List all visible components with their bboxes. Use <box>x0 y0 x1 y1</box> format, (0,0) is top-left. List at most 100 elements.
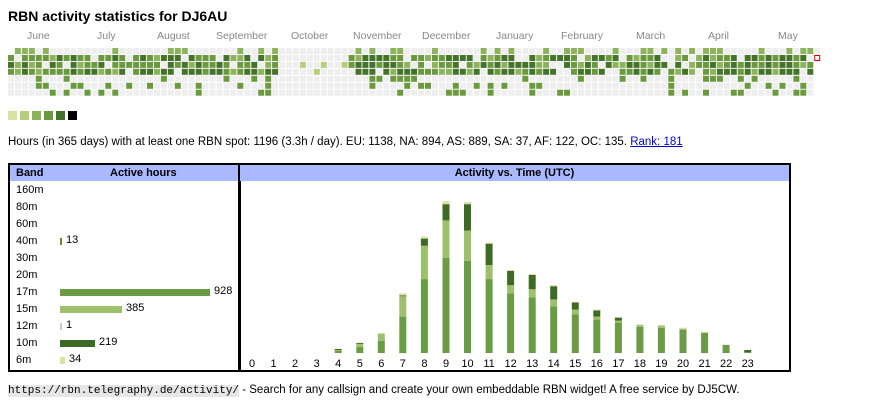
time-bar-15m <box>399 296 407 317</box>
heatmap-cell <box>160 68 167 75</box>
heatmap-cell <box>56 48 63 54</box>
heatmap-cell <box>466 82 473 89</box>
time-bar-17m <box>701 332 709 354</box>
heatmap-cell <box>348 48 355 54</box>
time-bar-10m <box>744 350 752 352</box>
heatmap-cell <box>265 82 272 89</box>
heatmap-cell <box>487 89 494 96</box>
rank-link[interactable]: Rank: 181 <box>630 136 683 148</box>
heatmap-cell <box>543 48 550 54</box>
heatmap-cell <box>501 75 508 82</box>
heatmap-cell <box>154 82 160 89</box>
heatmap-cell <box>341 48 348 54</box>
heatmap-cell <box>744 61 751 68</box>
time-bar-15m <box>679 328 687 330</box>
heatmap-cell <box>181 75 188 82</box>
heatmap-cell <box>723 48 730 54</box>
heatmap-cell <box>793 61 800 68</box>
heatmap-cell <box>119 68 126 75</box>
heatmap-cell <box>431 89 438 96</box>
heatmap-cell <box>744 68 751 75</box>
heatmap-cell <box>626 68 633 75</box>
heatmap-cell <box>522 55 529 61</box>
heatmap-cell <box>119 89 126 96</box>
heatmap-cell <box>459 61 466 68</box>
heatmap-cell <box>647 61 654 68</box>
band-row: 60m <box>10 216 239 233</box>
heatmap-cell <box>341 61 348 68</box>
heatmap-cell <box>793 48 800 54</box>
heatmap-cell <box>8 55 14 61</box>
heatmap-cell <box>716 89 723 96</box>
heatmap-cell <box>459 68 466 75</box>
stats-line: Hours (in 365 days) with at least one RB… <box>8 136 683 148</box>
heatmap-cell <box>807 75 814 82</box>
heatmap-cell <box>696 48 703 54</box>
footer: https://rbn.telegraphy.de/activity/ - Se… <box>8 384 740 397</box>
heatmap-cell <box>70 75 77 82</box>
heatmap-cell <box>466 75 473 82</box>
heatmap-cell <box>654 61 661 68</box>
legend-swatch <box>8 111 17 120</box>
heatmap-cell <box>661 68 668 75</box>
hour-tick-label: 22 <box>720 358 732 370</box>
band-row: 15m 385 <box>10 301 239 318</box>
heatmap-cell <box>56 75 63 82</box>
heatmap-cell <box>564 75 570 82</box>
footer-url[interactable]: https://rbn.telegraphy.de/activity/ <box>8 385 240 397</box>
time-bar-10m <box>593 310 601 317</box>
heatmap-cell <box>438 75 445 82</box>
heatmap-cell <box>167 68 174 75</box>
heatmap-cell <box>355 68 362 75</box>
heatmap-cell <box>536 55 543 61</box>
heatmap-cell <box>230 75 237 82</box>
legend-swatch <box>56 111 65 120</box>
heatmap-cell <box>605 55 612 61</box>
time-bar-10m <box>464 204 471 231</box>
band-bar <box>60 306 122 313</box>
heatmap-cell <box>167 75 174 82</box>
heatmap-cell <box>397 55 404 61</box>
band-hours: 928 <box>214 285 233 297</box>
heatmap-cell <box>452 61 459 68</box>
heatmap-cell <box>334 68 341 75</box>
heatmap-cell <box>404 61 411 68</box>
heatmap-cell <box>272 61 279 68</box>
heatmap-cell <box>327 48 334 54</box>
heatmap-cell <box>112 61 119 68</box>
heatmap-cell <box>751 55 758 61</box>
heatmap-cell <box>188 82 195 89</box>
page-title: RBN activity statistics for DJ6AU <box>8 8 228 24</box>
heatmap-cell <box>251 82 258 89</box>
heatmap-cell <box>14 89 21 96</box>
heatmap-cell <box>696 68 703 75</box>
heatmap-cell <box>501 89 508 96</box>
heatmap-cell <box>49 61 56 68</box>
heatmap-cell <box>605 68 612 75</box>
hour-tick-label: 16 <box>591 358 603 370</box>
month-label: May <box>778 30 799 42</box>
heatmap-cell <box>35 89 42 96</box>
heatmap-cell <box>265 55 272 61</box>
heatmap-cell <box>84 89 91 96</box>
heatmap-cell <box>411 61 418 68</box>
heatmap-cell <box>348 68 355 75</box>
heatmap-cell <box>487 75 494 82</box>
heatmap-cell <box>49 68 56 75</box>
heatmap-cell <box>807 55 814 61</box>
heatmap-cell <box>564 89 570 96</box>
heatmap-cell <box>202 75 209 82</box>
heatmap-cell <box>577 55 584 61</box>
hour-tick-label: 8 <box>421 358 427 370</box>
heatmap-cell <box>355 61 362 68</box>
heatmap-cell <box>425 68 431 75</box>
heatmap-cell <box>341 55 348 61</box>
heatmap-cell <box>751 68 758 75</box>
heatmap-cell <box>105 89 112 96</box>
heatmap-cell <box>689 82 696 89</box>
heatmap-cell <box>557 68 564 75</box>
heatmap-cell <box>14 82 21 89</box>
heatmap-cell <box>751 61 758 68</box>
heatmap-cell <box>272 55 279 61</box>
heatmap-cell <box>188 48 195 54</box>
